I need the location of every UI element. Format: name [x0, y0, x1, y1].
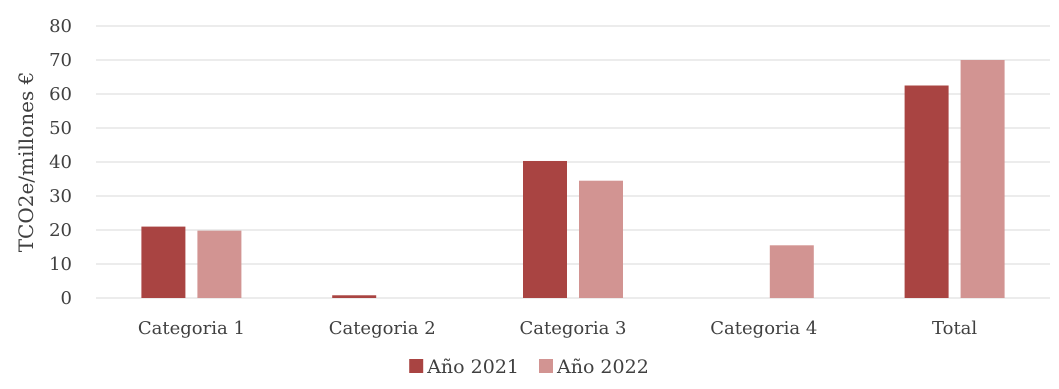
x-tick-label: Categoria 3	[519, 318, 626, 339]
y-tick-label: 20	[49, 220, 72, 241]
legend-item: Año 2022	[539, 356, 649, 378]
y-tick-label: 10	[49, 254, 72, 275]
y-tick-label: 80	[49, 16, 72, 37]
legend-label: Año 2022	[556, 356, 649, 378]
y-tick-label: 0	[61, 288, 72, 309]
y-tick-labels: 0 10 20 30 40 50 60 70 80	[49, 16, 72, 309]
x-tick-label: Total	[932, 318, 977, 339]
gridlines	[96, 25, 1050, 299]
bar-total-series-1	[904, 85, 949, 298]
bar-total-series-2	[960, 60, 1005, 298]
x-tick-label: Categoria 4	[710, 318, 817, 339]
legend: Año 2021 Año 2022	[409, 356, 649, 378]
x-tick-label: Categoria 2	[329, 318, 436, 339]
bar-categoria-3-series-2	[579, 180, 623, 298]
bars	[141, 60, 1005, 298]
legend-label: Año 2021	[426, 356, 519, 378]
x-tick-labels: Categoria 1 Categoria 2 Categoria 3 Categor…	[138, 318, 978, 339]
y-tick-label: 50	[49, 118, 72, 139]
x-tick-label: Categoria 1	[138, 318, 245, 339]
legend-swatch	[539, 359, 553, 373]
bar-categoria-1-series-2	[197, 230, 242, 298]
y-tick-label: 30	[49, 186, 72, 207]
y-tick-label: 70	[49, 50, 72, 71]
y-tick-label: 60	[49, 84, 72, 105]
bar-categoria-4-series-2	[769, 245, 814, 298]
y-axis-label: TCO2e/millones €	[14, 72, 38, 253]
y-tick-label: 40	[49, 152, 72, 173]
bar-categoria-2-series-1	[332, 295, 377, 298]
legend-item: Año 2021	[409, 356, 519, 378]
bar-categoria-3-series-1	[523, 160, 567, 298]
bar-categoria-1-series-1	[141, 226, 186, 298]
legend-swatch	[409, 359, 424, 373]
